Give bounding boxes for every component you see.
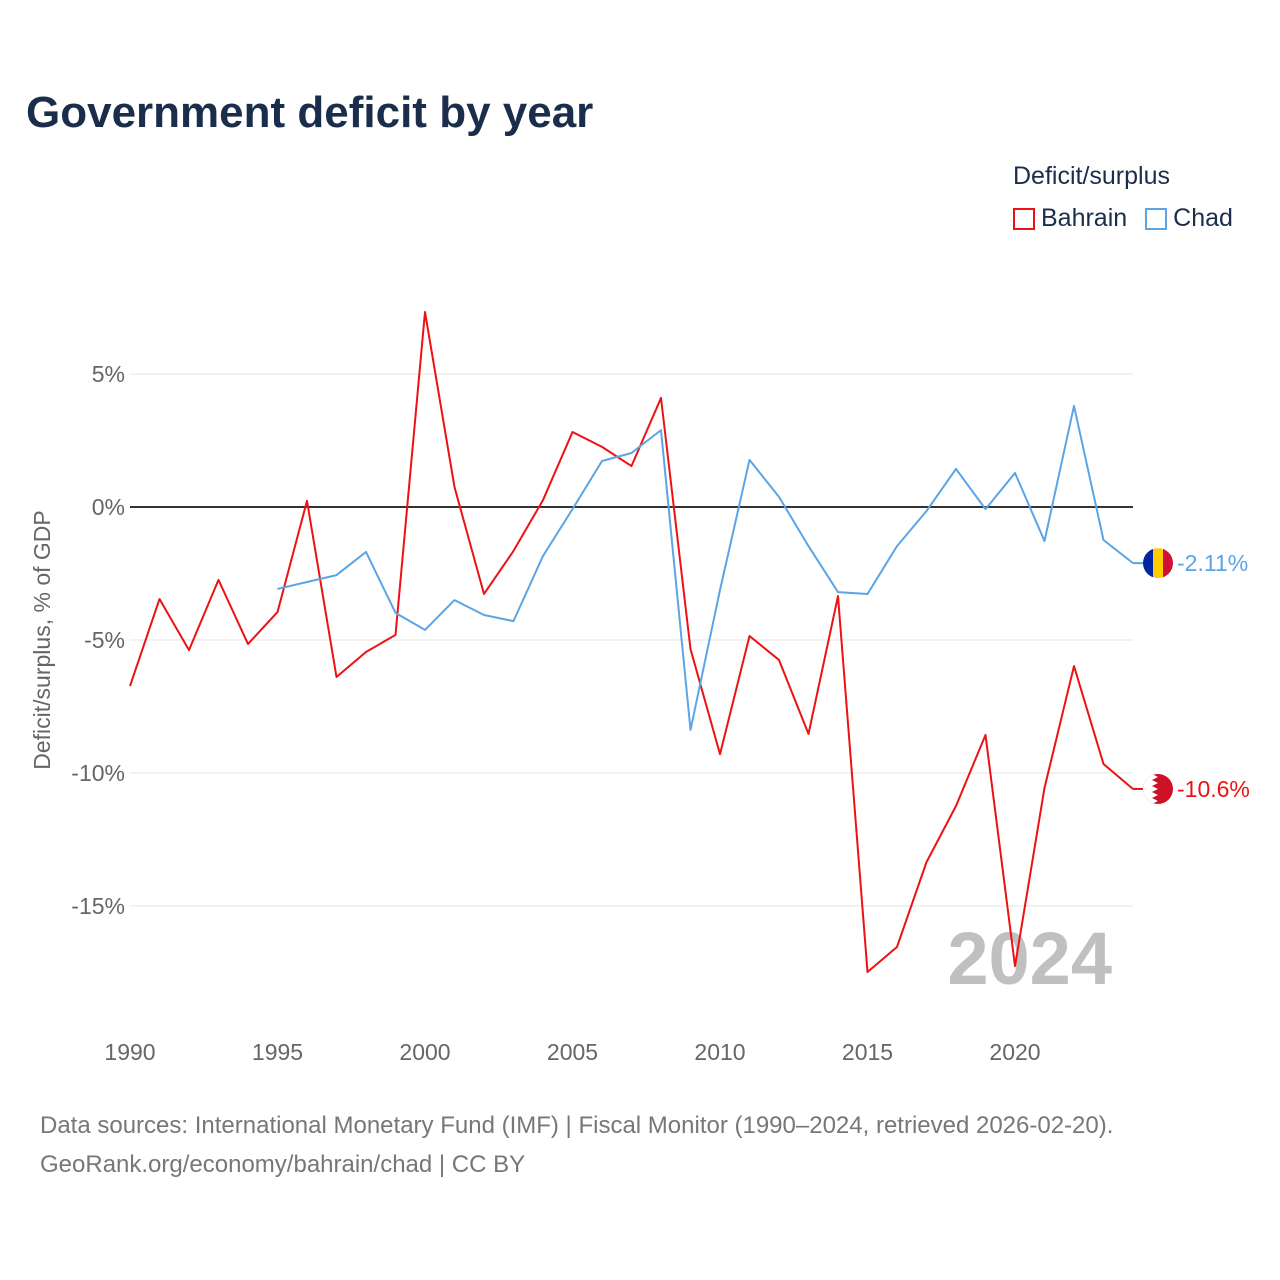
series-line-bahrain: [129, 311, 1134, 973]
legend-label: Chad: [1173, 204, 1233, 232]
y-axis-label: Deficit/surplus, % of GDP: [29, 510, 55, 769]
chad-flag-icon: [1143, 548, 1153, 579]
x-tick-label: 2010: [694, 1039, 745, 1065]
page-title: Government deficit by year: [26, 88, 594, 137]
legend-title: Deficit/surplus: [1013, 162, 1170, 190]
legend-label: Bahrain: [1041, 204, 1128, 232]
legend-item-chad[interactable]: Chad: [1145, 204, 1233, 233]
end-value-label: -2.11%: [1177, 550, 1248, 576]
legend: Bahrain Chad: [1013, 204, 1233, 233]
year-watermark: 2024: [947, 917, 1112, 1000]
source-text: Data sources: International Monetary Fun…: [40, 1112, 1114, 1139]
x-tick-label: 2020: [989, 1039, 1040, 1065]
bahrain-flag-icon: [1143, 773, 1158, 804]
y-tick-label: 5%: [92, 361, 125, 387]
x-tick-label: 2015: [842, 1039, 893, 1065]
legend-swatch: [1013, 207, 1035, 230]
x-tick-label: 1995: [252, 1039, 303, 1065]
x-tick-label: 2000: [399, 1039, 450, 1065]
legend-swatch: [1145, 207, 1168, 230]
y-tick-label: -15%: [71, 893, 125, 919]
footer: Data sources: International Monetary Fun…: [40, 1106, 1113, 1184]
y-tick-label: -10%: [71, 760, 125, 786]
series-line-chad: [277, 404, 1134, 731]
x-tick-label: 2005: [547, 1039, 598, 1065]
credit-text: GeoRank.org/economy/bahrain/chad | CC BY: [40, 1151, 526, 1178]
y-tick-label: -5%: [84, 627, 125, 653]
y-tick-label: 0%: [92, 494, 125, 520]
end-value-label: -10.6%: [1177, 776, 1250, 802]
chad-flag-icon: [1163, 548, 1173, 579]
chad-flag-icon: [1153, 548, 1163, 579]
legend-item-bahrain[interactable]: Bahrain: [1013, 204, 1127, 233]
x-tick-label: 1990: [104, 1039, 155, 1065]
